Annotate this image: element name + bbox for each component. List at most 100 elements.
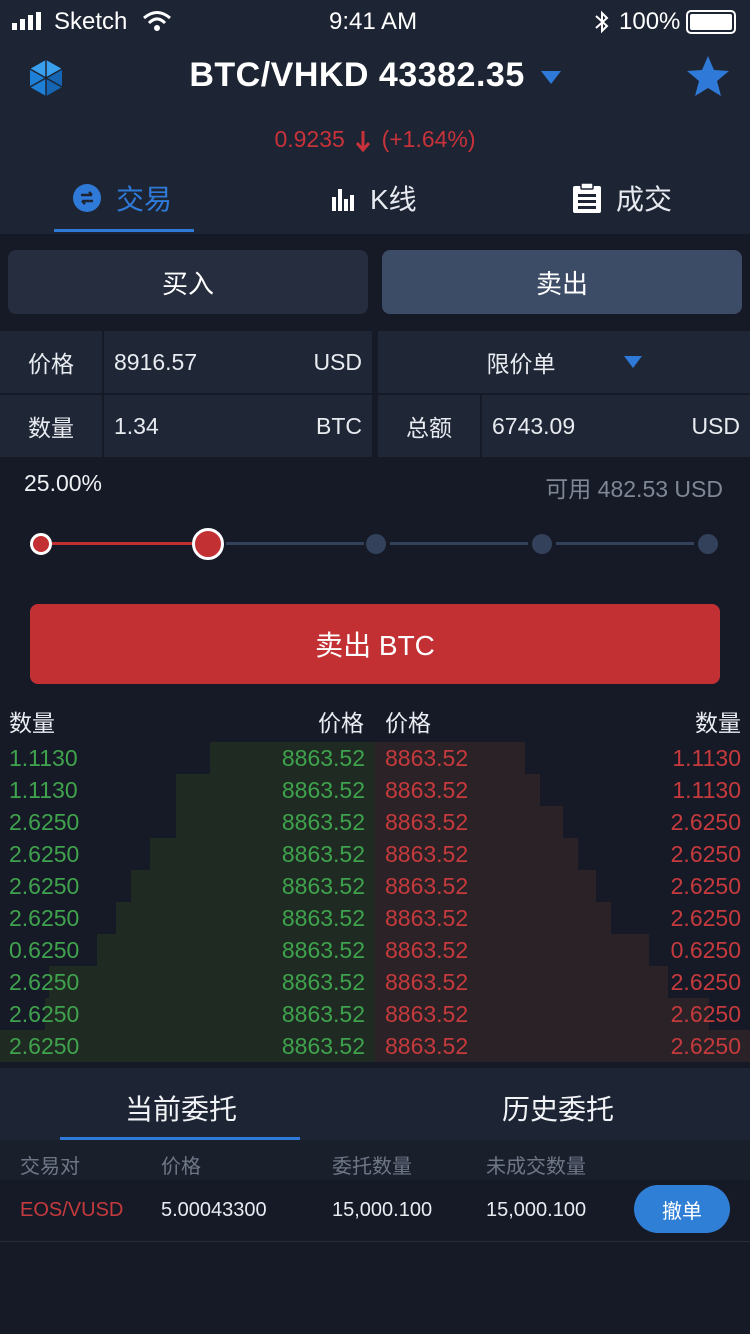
price-label: 价格 [0,331,102,393]
col-unfilled: 未成交数量 [486,1156,586,1178]
orderbook-row[interactable]: 2.6250 8863.52 8863.52 2.6250 [0,902,750,934]
ask-depth-bar [375,870,596,902]
bid-depth-bar [210,742,375,774]
hex-logo-icon[interactable] [26,58,66,98]
orderbook-row[interactable]: 2.6250 8863.52 8863.52 2.6250 [0,966,750,998]
sell-btc-button[interactable]: 卖出 BTC [30,604,720,684]
ask-depth-bar [375,742,525,774]
price-change: 0.9235 (+1.64%) [0,126,750,153]
ask-qty: 2.6250 [670,873,741,899]
pair-title[interactable]: BTC/VHKD 43382.35 [0,56,750,95]
order-price: 5.00043300 [161,1199,267,1221]
bid-price: 8863.52 [281,777,365,803]
tab-trade-label: 交易 [116,184,173,215]
bid-depth-bar [0,1030,375,1062]
bid-depth-bar [176,806,375,838]
tab-deals[interactable]: 成交 [572,178,672,218]
available-balance: 可用 482.53 USD [545,476,723,502]
ob-head-qty-left: 数量 [9,710,55,736]
qty-input[interactable]: 1.34 BTC [104,395,372,457]
orderbook-row[interactable]: 2.6250 8863.52 8863.52 2.6250 [0,1030,750,1062]
col-pair: 交易对 [20,1156,80,1178]
bid-qty: 0.6250 [9,937,80,963]
star-icon[interactable] [686,55,730,97]
bid-depth-bar [97,934,375,966]
ob-head-price-right: 价格 [385,710,431,736]
price-input[interactable]: 8916.57 USD [104,331,372,393]
bid-qty: 2.6250 [9,1001,80,1027]
price-unit: USD [313,348,362,375]
caret-down-icon [623,356,642,368]
bluetooth-icon [595,10,609,34]
bid-price: 8863.52 [281,745,365,771]
ask-qty: 2.6250 [670,969,741,995]
slider-step-50[interactable] [366,534,386,554]
ask-price: 8863.52 [385,969,469,995]
ask-price: 8863.52 [385,937,469,963]
battery-percent: 100% [619,8,681,35]
signal-icon [12,12,41,30]
ask-qty: 1.1130 [672,777,741,803]
col-qty: 委托数量 [332,1156,412,1178]
orderbook-row[interactable]: 2.6250 8863.52 8863.52 2.6250 [0,998,750,1030]
bid-price: 8863.52 [281,905,365,931]
ask-price: 8863.52 [385,777,469,803]
bid-price: 8863.52 [281,841,365,867]
bid-qty: 2.6250 [9,1033,80,1059]
slider-step-0[interactable] [30,533,52,555]
slider-step-100[interactable] [698,534,718,554]
tab-deals-label: 成交 [616,184,673,215]
bid-price: 8863.52 [281,1001,365,1027]
tab-current-orders[interactable]: 当前委托 [125,1094,238,1125]
tab-underline [54,229,194,232]
ask-price: 8863.52 [385,1001,469,1027]
ask-price: 8863.52 [385,809,469,835]
bid-qty: 2.6250 [9,905,80,931]
caret-down-icon [540,71,561,85]
cancel-order-button[interactable]: 撤单 [634,1185,730,1233]
table-row [0,1180,750,1242]
pair-title-text: BTC/VHKD 43382.35 [189,56,525,94]
total-label: 总额 [378,395,480,457]
tab-kline[interactable]: K线 [330,178,417,218]
clipboard-icon [573,182,601,213]
buy-button[interactable]: 买入 [8,250,368,314]
ask-depth-bar [375,806,563,838]
total-value: 6743.09 [492,412,576,439]
orders-tabs [0,1068,750,1140]
bid-price: 8863.52 [281,937,365,963]
orderbook-row[interactable]: 0.6250 8863.52 8863.52 0.6250 [0,934,750,966]
orderbook-row[interactable]: 1.1130 8863.52 8863.52 1.1130 [0,774,750,806]
bid-qty: 1.1130 [9,745,78,771]
sell-tab-button[interactable]: 卖出 [382,250,742,314]
slider-step-75[interactable] [532,534,552,554]
total-input[interactable]: 6743.09 USD [482,395,750,457]
ask-qty: 2.6250 [670,1033,741,1059]
ask-depth-bar [375,774,540,806]
ask-depth-bar [375,838,578,870]
bid-qty: 2.6250 [9,809,80,835]
orderbook-row[interactable]: 2.6250 8863.52 8863.52 2.6250 [0,870,750,902]
order-pair: EOS/VUSD [20,1199,124,1221]
orderbook-row[interactable]: 1.1130 8863.52 8863.52 1.1130 [0,742,750,774]
qty-value: 1.34 [114,412,159,439]
slider-fill [52,542,222,545]
bid-depth-bar [45,998,375,1030]
ask-qty: 2.6250 [670,905,741,931]
ask-depth-bar [375,1030,750,1062]
tab-trade[interactable]: 交易 [72,178,172,218]
ask-depth-bar [375,902,611,934]
orderbook-row[interactable]: 2.6250 8863.52 8863.52 2.6250 [0,838,750,870]
order-type-select[interactable]: 限价单 [378,331,750,393]
tab-kline-label: K线 [370,184,417,215]
orderbook-row[interactable]: 2.6250 8863.52 8863.52 2.6250 [0,806,750,838]
bid-price: 8863.52 [281,809,365,835]
status-bar: Sketch 9:41 AM 100% [0,0,750,44]
tab-history-orders[interactable]: 历史委托 [502,1094,615,1125]
cancel-label: 撤单 [662,1200,702,1223]
sell-btc-label: 卖出 BTC [315,630,435,661]
slider-thumb[interactable] [192,528,224,560]
battery-icon [686,10,736,34]
amount-slider[interactable] [30,526,720,562]
clock: 9:41 AM [329,8,418,35]
